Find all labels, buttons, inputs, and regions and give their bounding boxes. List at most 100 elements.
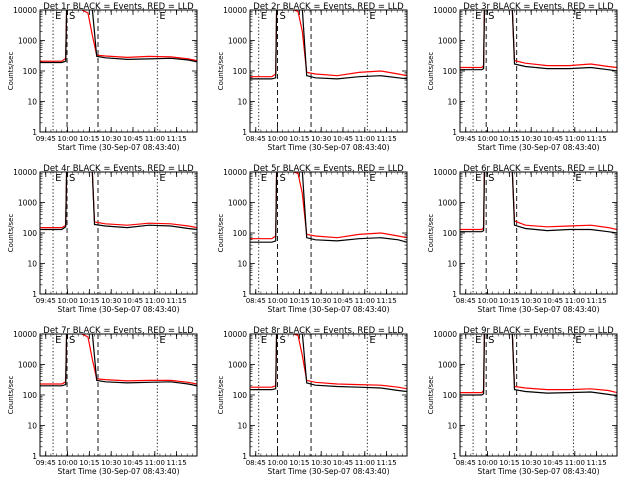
y-tick-label: 1000 xyxy=(438,361,457,370)
panel-det-5: Det 5r BLACK = Events, RED = LLD 1 10 100 10… xyxy=(217,164,408,314)
x-axis-label: Start Time (30-Sep-07 08:43:40) xyxy=(58,305,180,314)
marker-label: E xyxy=(369,335,375,346)
panel-title: Det 4r BLACK = Events, RED = LLD xyxy=(43,164,194,174)
x-tick-label: 11:15 xyxy=(587,297,607,305)
x-tick-label: 10:15 xyxy=(79,135,99,143)
x-tick-label: 10:15 xyxy=(289,459,309,467)
y-tick-label: 10 xyxy=(447,260,457,269)
marker-label: E xyxy=(55,11,61,22)
x-tick-label: 10:30 xyxy=(311,297,331,305)
y-tick-label: 100 xyxy=(233,391,248,400)
y-tick-label: 10000 xyxy=(433,6,457,15)
y-tick-label: 1 xyxy=(32,290,37,299)
x-tick-label: 10:45 xyxy=(543,297,563,305)
marker-label: S xyxy=(488,11,494,22)
panel-title: Det 8r BLACK = Events, RED = LLD xyxy=(253,326,404,336)
y-tick-label: 100 xyxy=(233,67,248,76)
x-tick-label: 09:45 xyxy=(36,297,56,305)
series-line-lld xyxy=(460,172,617,231)
x-tick-label: 11:15 xyxy=(377,297,397,305)
x-tick-label: 10:00 xyxy=(478,459,498,467)
x-tick-label: 11:00 xyxy=(355,459,375,467)
y-tick-label: 1000 xyxy=(18,37,37,46)
y-tick-label: 10 xyxy=(237,98,247,107)
y-tick-label: 10 xyxy=(447,422,457,431)
marker-label: S xyxy=(69,335,75,346)
x-tick-label: 10:45 xyxy=(123,459,143,467)
series-line-events xyxy=(250,334,407,393)
y-axis-label: Counts/sec xyxy=(217,376,225,415)
x-tick-label: 10:30 xyxy=(521,297,541,305)
x-tick-label: 11:15 xyxy=(167,135,187,143)
panel-det-9: Det 9r BLACK = Events, RED = LLD 1 10 100 10… xyxy=(427,326,618,476)
y-tick-label: 100 xyxy=(23,229,38,238)
x-tick-label: 10:45 xyxy=(123,135,143,143)
x-tick-label: 10:00 xyxy=(268,297,288,305)
panel-det-2: Det 2r BLACK = Events, RED = LLD 1 10 100 10… xyxy=(217,2,408,152)
marker-label: E xyxy=(55,335,61,346)
x-tick-label: 10:00 xyxy=(58,135,78,143)
plot-frame xyxy=(249,333,408,457)
x-tick-label: 11:15 xyxy=(587,459,607,467)
y-tick-label: 10000 xyxy=(223,6,247,15)
x-tick-label: 10:15 xyxy=(499,297,519,305)
x-tick-label: 10:30 xyxy=(101,459,121,467)
y-tick-label: 10000 xyxy=(223,330,247,339)
x-tick-label: 10:30 xyxy=(521,135,541,143)
x-tick-label: 11:00 xyxy=(565,459,585,467)
y-axis-label: Counts/sec xyxy=(427,214,435,253)
x-axis-label: Start Time (30-Sep-07 08:43:40) xyxy=(58,467,180,476)
series-line-events xyxy=(40,334,197,387)
y-tick-label: 1000 xyxy=(438,199,457,208)
x-tick-label: 11:15 xyxy=(167,297,187,305)
panel-det-7: Det 7r BLACK = Events, RED = LLD 1 10 100 10… xyxy=(7,326,198,476)
x-tick-label: 10:15 xyxy=(289,297,309,305)
y-axis-label: Counts/sec xyxy=(217,214,225,253)
x-axis-label: Start Time (30-Sep-07 08:43:40) xyxy=(268,467,390,476)
x-tick-label: 08:45 xyxy=(246,135,266,143)
marker-label: E xyxy=(575,335,581,346)
x-tick-label: 10:30 xyxy=(101,135,121,143)
y-tick-label: 1 xyxy=(452,452,457,461)
y-tick-label: 1000 xyxy=(228,361,247,370)
y-tick-label: 1 xyxy=(32,452,37,461)
x-tick-label: 10:45 xyxy=(333,459,353,467)
y-tick-label: 1 xyxy=(242,128,247,137)
x-axis-label: Start Time (30-Sep-07 08:43:40) xyxy=(58,143,180,152)
y-tick-label: 1000 xyxy=(438,37,457,46)
marker-label: S xyxy=(279,335,285,346)
panel-det-8: Det 8r BLACK = Events, RED = LLD 1 10 100 10… xyxy=(217,326,408,476)
x-tick-label: 10:15 xyxy=(499,135,519,143)
series-line-lld xyxy=(250,334,407,390)
x-tick-label: 10:15 xyxy=(79,297,99,305)
x-tick-label: 10:00 xyxy=(268,135,288,143)
series-line-lld xyxy=(40,172,197,229)
x-axis-label: Start Time (30-Sep-07 08:43:40) xyxy=(478,305,600,314)
panel-title: Det 9r BLACK = Events, RED = LLD xyxy=(463,326,614,336)
y-tick-label: 1 xyxy=(452,128,457,137)
y-axis-label: Counts/sec xyxy=(7,376,15,415)
marker-label: S xyxy=(69,173,75,184)
x-tick-label: 11:00 xyxy=(565,297,585,305)
panel-title: Det 2r BLACK = Events, RED = LLD xyxy=(253,2,404,12)
y-axis-label: Counts/sec xyxy=(427,52,435,91)
series-line-lld xyxy=(40,10,197,62)
y-tick-label: 10000 xyxy=(13,330,37,339)
x-tick-label: 10:15 xyxy=(499,459,519,467)
y-axis-label: Counts/sec xyxy=(7,52,15,91)
x-tick-label: 10:30 xyxy=(311,459,331,467)
x-tick-label: 08:45 xyxy=(456,297,476,305)
y-tick-label: 1 xyxy=(32,128,37,137)
marker-label: E xyxy=(475,335,481,346)
marker-label: E xyxy=(369,173,375,184)
x-tick-label: 11:00 xyxy=(565,135,585,143)
x-tick-label: 10:45 xyxy=(123,297,143,305)
x-axis-label: Start Time (30-Sep-07 08:43:40) xyxy=(268,305,390,314)
y-tick-label: 10000 xyxy=(13,6,37,15)
panel-title: Det 5r BLACK = Events, RED = LLD xyxy=(253,164,404,174)
marker-label: E xyxy=(159,335,165,346)
x-tick-label: 10:00 xyxy=(478,135,498,143)
plot-frame xyxy=(249,9,408,133)
x-tick-label: 10:45 xyxy=(333,297,353,305)
x-axis-label: Start Time (30-Sep-07 08:43:40) xyxy=(268,143,390,152)
